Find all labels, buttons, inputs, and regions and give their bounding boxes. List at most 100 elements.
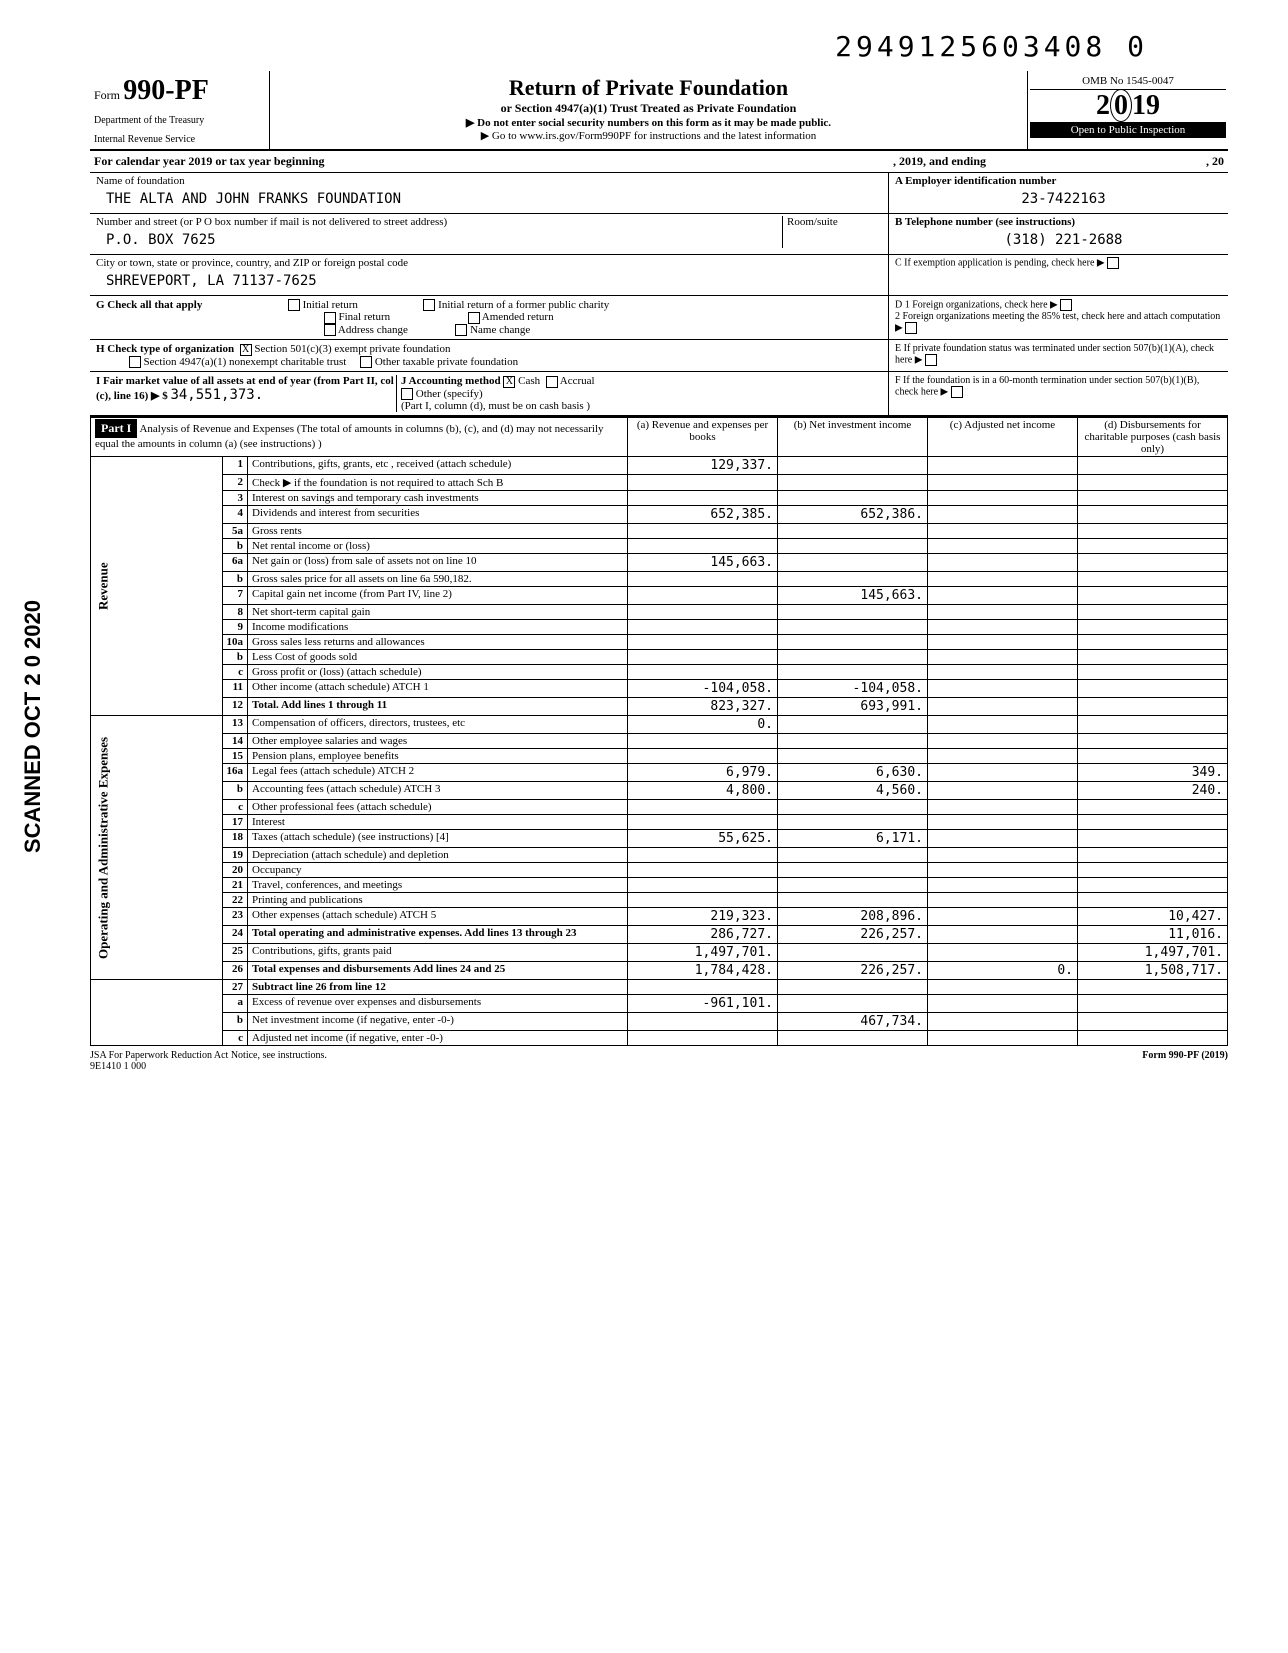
row-val-b: 652,386. <box>778 506 928 524</box>
table-row: 4Dividends and interest from securities6… <box>91 506 1228 524</box>
row-desc: Interest on savings and temporary cash i… <box>248 491 628 506</box>
row-val-c <box>928 680 1078 698</box>
city-label: City or town, state or province, country… <box>96 257 882 269</box>
h-check-1[interactable] <box>129 356 141 368</box>
row-val-a: 1,784,428. <box>628 962 778 980</box>
row-num: 27 <box>222 980 248 995</box>
row-val-a <box>628 539 778 554</box>
row-num: 5a <box>222 524 248 539</box>
scanned-stamp: SCANNED OCT 2 0 2020 <box>20 600 46 853</box>
table-row: cGross profit or (loss) (attach schedule… <box>91 665 1228 680</box>
table-row: bNet investment income (if negative, ent… <box>91 1013 1228 1031</box>
row-desc: Gross profit or (loss) (attach schedule) <box>248 665 628 680</box>
row-desc: Pension plans, employee benefits <box>248 749 628 764</box>
part1-title: Part I <box>95 419 137 438</box>
e-label: E If private foundation status was termi… <box>895 343 1214 365</box>
row-num: 24 <box>222 926 248 944</box>
table-row: 17Interest <box>91 815 1228 830</box>
col-b-header: (b) Net investment income <box>778 418 928 457</box>
row-val-c <box>928 620 1078 635</box>
e-checkbox[interactable] <box>925 354 937 366</box>
ein-label: A Employer identification number <box>895 175 1222 187</box>
g-check-5[interactable] <box>455 324 467 336</box>
j-accrual-check[interactable] <box>546 376 558 388</box>
d1-checkbox[interactable] <box>1060 299 1072 311</box>
row-num: 18 <box>222 830 248 848</box>
row-val-d <box>1078 1031 1228 1046</box>
row-num: 10a <box>222 635 248 650</box>
row-val-a: 219,323. <box>628 908 778 926</box>
row-val-d <box>1078 800 1228 815</box>
row-val-d <box>1078 491 1228 506</box>
g-check-2[interactable] <box>324 324 336 336</box>
row-val-b <box>778 995 928 1013</box>
table-row: 2Check ▶ if the foundation is not requir… <box>91 475 1228 491</box>
j-label: J Accounting method <box>401 375 501 387</box>
row-val-d <box>1078 620 1228 635</box>
row-val-d <box>1078 635 1228 650</box>
row-val-b: 6,630. <box>778 764 928 782</box>
j-other-check[interactable] <box>401 388 413 400</box>
row-val-a <box>628 635 778 650</box>
row-val-a <box>628 605 778 620</box>
form-header: Form 990-PF Department of the Treasury I… <box>90 71 1228 151</box>
g-check-3[interactable] <box>423 299 435 311</box>
row-num: c <box>222 1031 248 1046</box>
row-val-c <box>928 665 1078 680</box>
row-val-d <box>1078 878 1228 893</box>
row-val-b <box>778 539 928 554</box>
g-check-0[interactable] <box>288 299 300 311</box>
table-row: 21Travel, conferences, and meetings <box>91 878 1228 893</box>
row-val-d <box>1078 605 1228 620</box>
table-row: Operating and Administrative Expenses13C… <box>91 716 1228 734</box>
h-check-2[interactable] <box>360 356 372 368</box>
g-opt-5: Name change <box>470 324 530 336</box>
city-value: SHREVEPORT, LA 71137-7625 <box>96 269 882 289</box>
name-label: Name of foundation <box>96 175 882 187</box>
h-opt-1: Section 4947(a)(1) nonexempt charitable … <box>144 356 347 368</box>
row-num: 1 <box>222 457 248 475</box>
row-desc: Subtract line 26 from line 12 <box>248 980 628 995</box>
table-row: 23Other expenses (attach schedule) ATCH … <box>91 908 1228 926</box>
row-val-c <box>928 893 1078 908</box>
table-row: 22Printing and publications <box>91 893 1228 908</box>
row-val-b <box>778 848 928 863</box>
row-val-d <box>1078 524 1228 539</box>
g-check-4[interactable] <box>468 312 480 324</box>
f-checkbox[interactable] <box>951 386 963 398</box>
row-val-b: -104,058. <box>778 680 928 698</box>
row-desc: Other income (attach schedule) ATCH 1 <box>248 680 628 698</box>
operating-section-label: Operating and Administrative Expenses <box>91 716 223 980</box>
row-num: 15 <box>222 749 248 764</box>
row-val-d <box>1078 665 1228 680</box>
j-cash-check[interactable]: X <box>503 376 515 388</box>
row-val-a: 55,625. <box>628 830 778 848</box>
row-val-d: 10,427. <box>1078 908 1228 926</box>
form-year-block: OMB No 1545-0047 2019 Open to Public Ins… <box>1028 71 1228 149</box>
row-desc: Net rental income or (loss) <box>248 539 628 554</box>
d2-checkbox[interactable] <box>905 322 917 334</box>
h-check-0[interactable]: X <box>240 344 252 356</box>
row-val-c <box>928 491 1078 506</box>
row-val-a <box>628 800 778 815</box>
row-val-c <box>928 506 1078 524</box>
f-label: F If the foundation is in a 60-month ter… <box>895 375 1199 397</box>
row-desc: Income modifications <box>248 620 628 635</box>
row-val-c <box>928 635 1078 650</box>
row-val-a: 1,497,701. <box>628 944 778 962</box>
form-title: Return of Private Foundation <box>278 75 1019 101</box>
row-val-b <box>778 524 928 539</box>
row-desc: Capital gain net income (from Part IV, l… <box>248 587 628 605</box>
c-checkbox[interactable] <box>1107 257 1119 269</box>
row-num: 19 <box>222 848 248 863</box>
row-val-a: 286,727. <box>628 926 778 944</box>
row-num: 25 <box>222 944 248 962</box>
row-val-d <box>1078 475 1228 491</box>
g-check-1[interactable] <box>324 312 336 324</box>
row-val-c <box>928 554 1078 572</box>
row-num: 7 <box>222 587 248 605</box>
g-opt-2: Address change <box>338 324 408 336</box>
row-desc: Printing and publications <box>248 893 628 908</box>
row-val-a: 652,385. <box>628 506 778 524</box>
table-row: 26Total expenses and disbursements Add l… <box>91 962 1228 980</box>
